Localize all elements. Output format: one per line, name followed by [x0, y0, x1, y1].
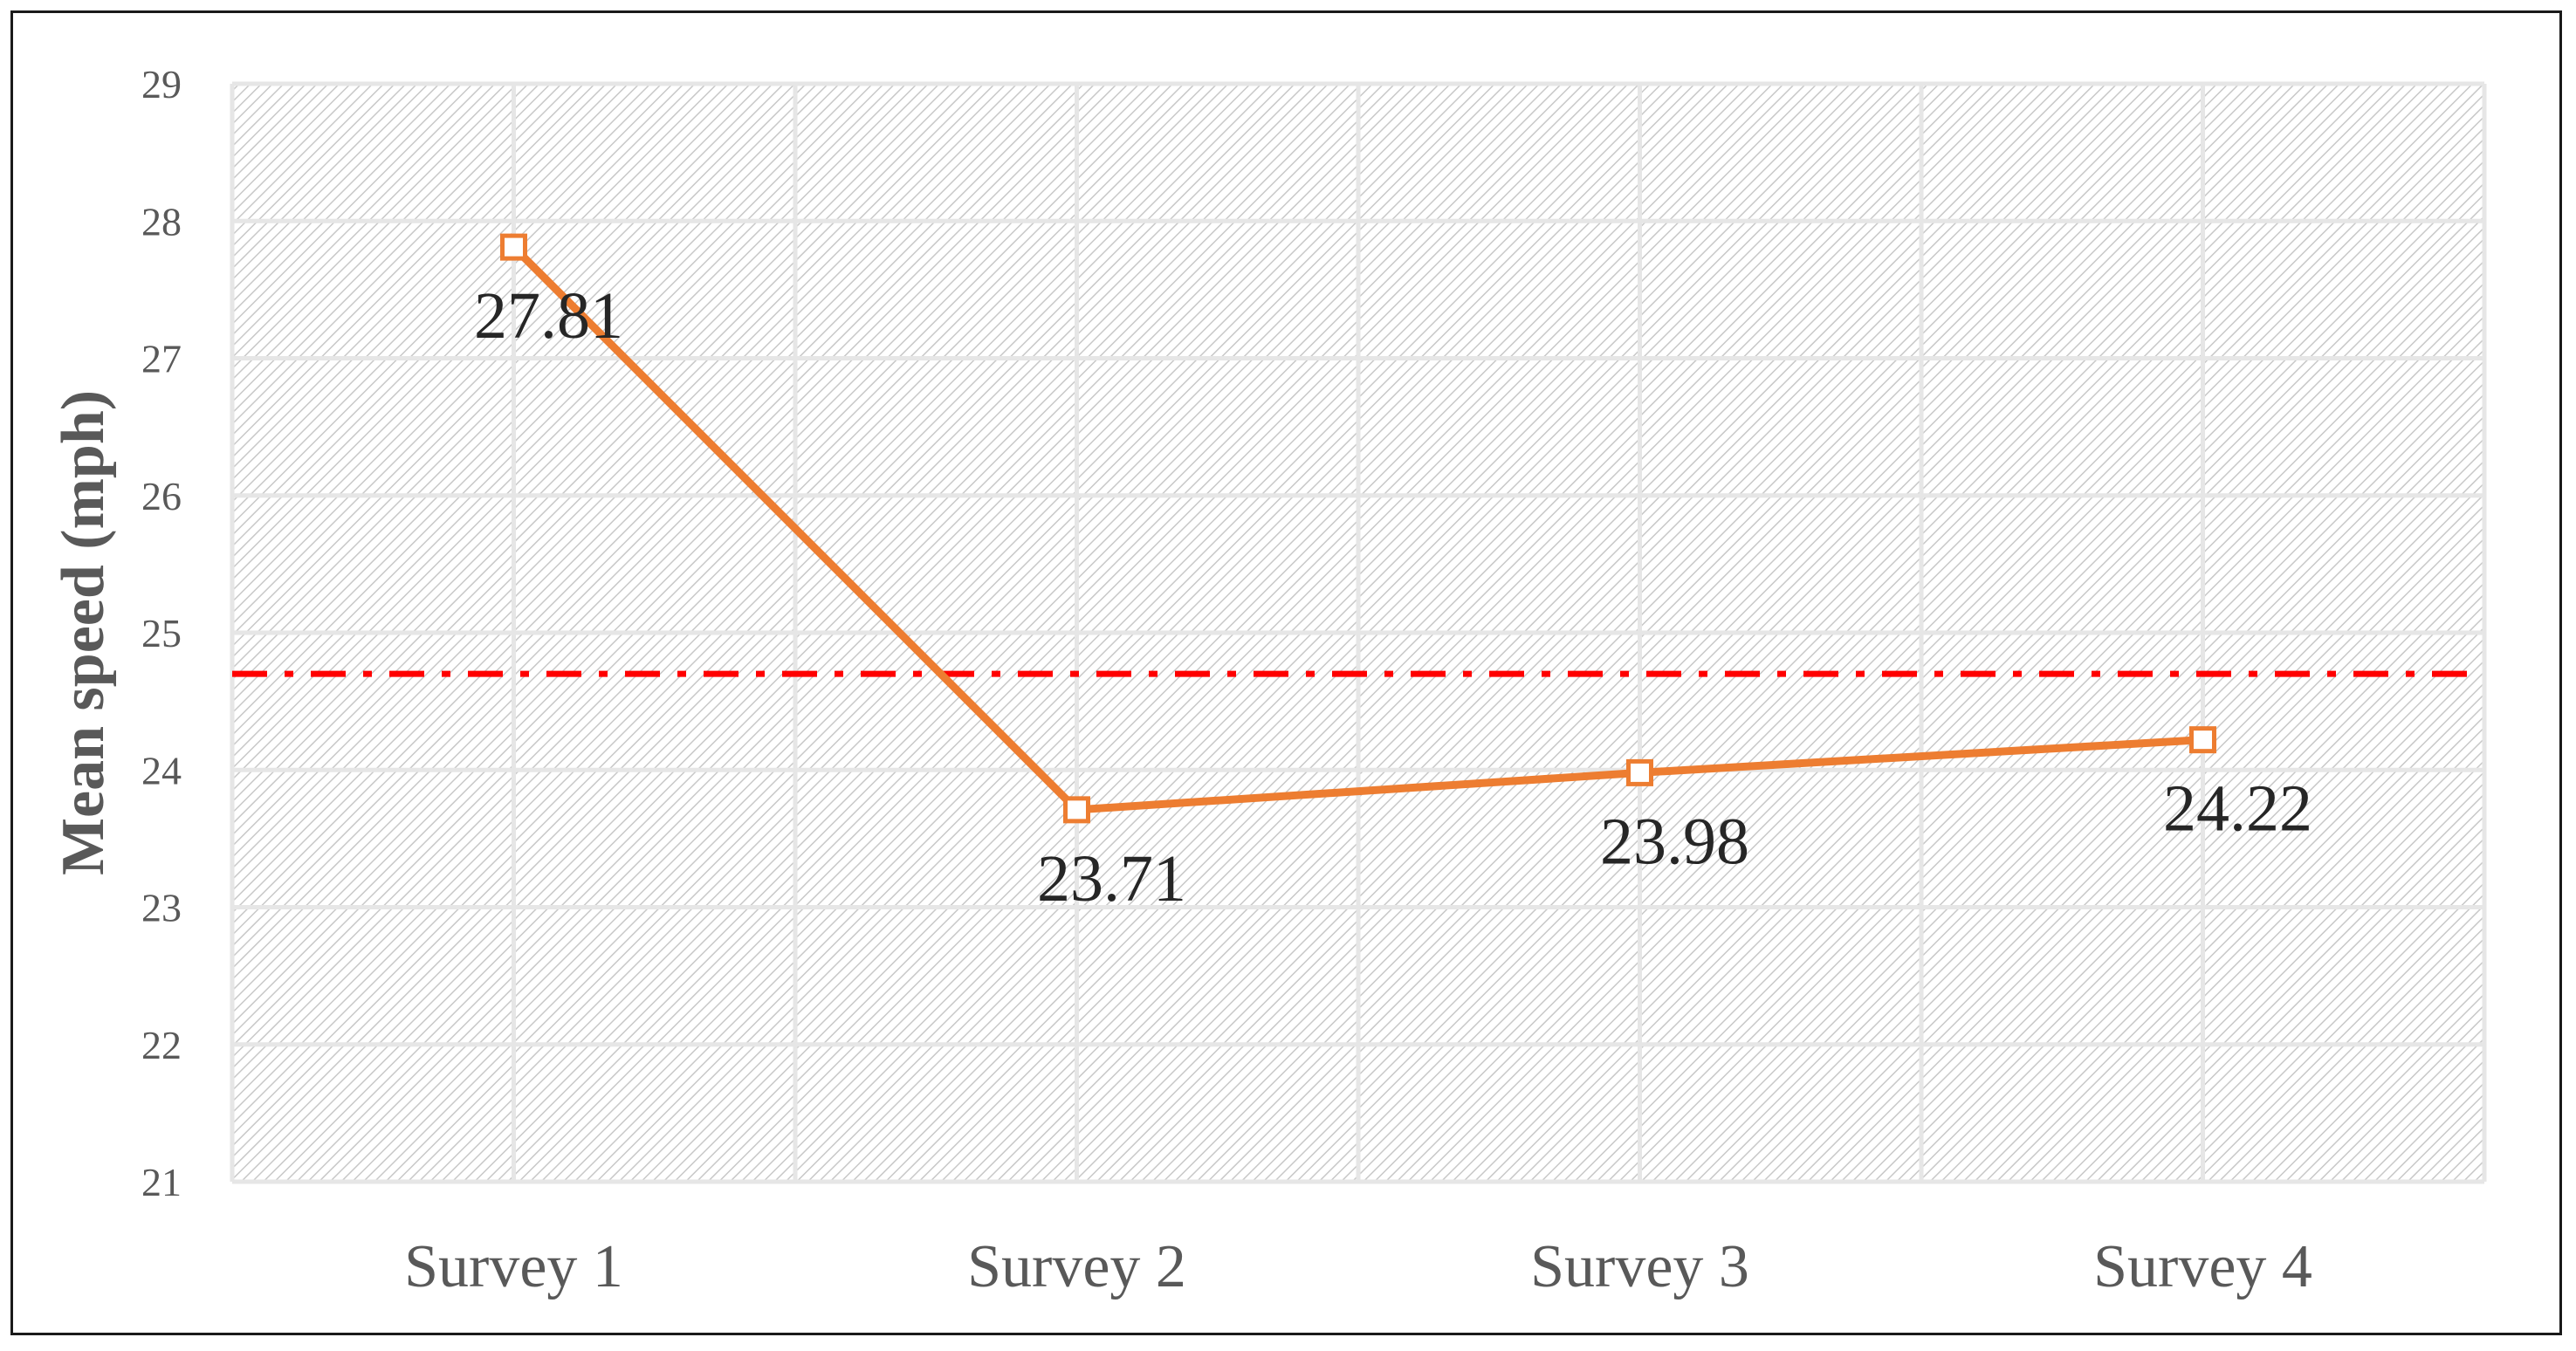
y-tick-label: 28 [141, 199, 182, 243]
x-category-label: Survey 2 [967, 1233, 1186, 1300]
y-tick-label: 26 [141, 474, 182, 518]
data-point [500, 233, 527, 261]
data-point [1063, 796, 1090, 824]
data-label: 23.71 [1037, 842, 1186, 916]
y-axis-label: Mean speed (mph) [50, 390, 117, 875]
y-tick-label: 25 [141, 611, 182, 655]
data-point [1626, 758, 1653, 786]
y-tick-label: 21 [141, 1160, 182, 1204]
data-label: 23.98 [1600, 805, 1749, 878]
data-label: 27.81 [474, 279, 623, 353]
x-category-label: Survey 4 [2093, 1233, 2312, 1300]
gridlines [230, 81, 2487, 1184]
y-tick-label: 29 [141, 62, 182, 106]
y-tick-label: 22 [141, 1023, 182, 1067]
series-group: 27.81 23.71 23.98 24.22 [474, 233, 2312, 916]
x-category-label: Survey 3 [1530, 1233, 1749, 1300]
y-axis-ticks: 21 22 23 24 25 26 27 28 29 [141, 62, 182, 1204]
x-axis-categories: Survey 1 Survey 2 Survey 3 Survey 4 [404, 1233, 2312, 1300]
data-label: 24.22 [2163, 772, 2312, 846]
series-line [511, 243, 2203, 814]
data-point [2189, 726, 2216, 754]
y-tick-label: 24 [141, 748, 182, 792]
y-tick-label: 23 [141, 886, 182, 930]
y-tick-label: 27 [141, 337, 182, 381]
x-category-label: Survey 1 [404, 1233, 623, 1300]
